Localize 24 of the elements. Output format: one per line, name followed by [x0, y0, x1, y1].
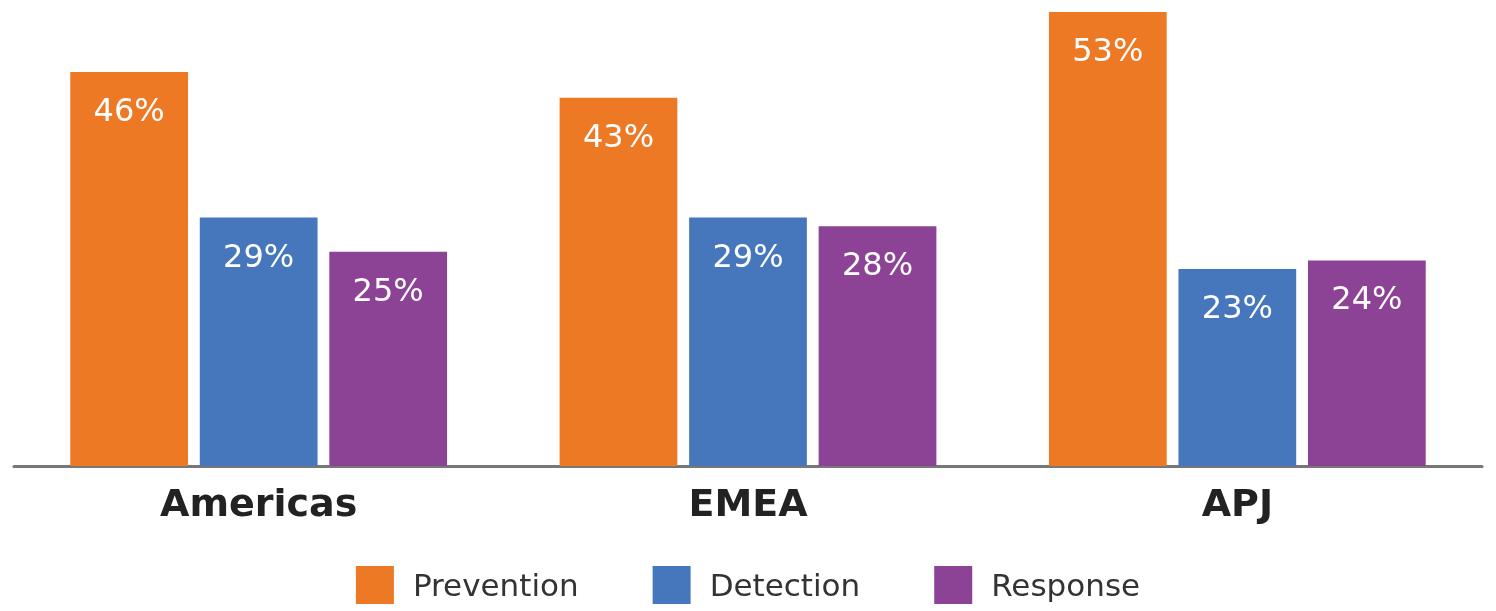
- data-label: 29%: [712, 236, 784, 275]
- data-label: 23%: [1201, 287, 1273, 326]
- legend-label: Response: [991, 567, 1141, 603]
- legend-label: Detection: [709, 567, 861, 603]
- bar: [199, 217, 318, 466]
- bar: [1048, 12, 1167, 466]
- bar: [559, 97, 678, 466]
- legend-label: Prevention: [412, 567, 579, 603]
- data-label: 25%: [352, 270, 424, 309]
- x-tick-label: APJ: [1201, 481, 1274, 525]
- data-label: 43%: [582, 116, 655, 155]
- data-label: 28%: [841, 245, 914, 284]
- bar: [689, 217, 807, 466]
- x-tick-label: EMEA: [688, 481, 809, 525]
- bar: [70, 71, 189, 466]
- x-tick-label: Americas: [159, 481, 358, 525]
- bar: [1178, 268, 1297, 466]
- bar: [818, 226, 937, 466]
- data-label: 29%: [223, 236, 295, 275]
- data-label: 46%: [93, 90, 165, 129]
- data-label: 53%: [1072, 31, 1144, 69]
- bar: [329, 251, 448, 466]
- data-label: 24%: [1331, 279, 1403, 318]
- bar: [1307, 260, 1426, 466]
